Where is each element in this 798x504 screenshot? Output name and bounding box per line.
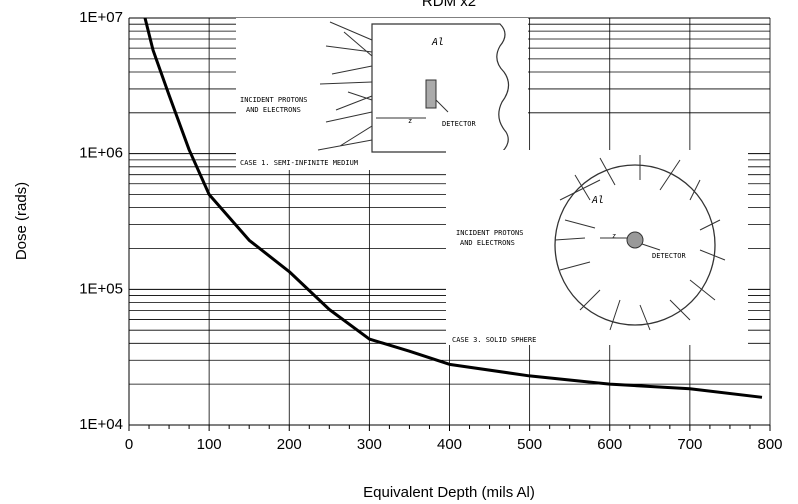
detector: [425, 79, 437, 109]
x-tick-label: 300: [357, 436, 382, 453]
y-tick-label: 1E+06: [79, 145, 123, 162]
x-tick-label: 800: [757, 436, 782, 453]
medium: [371, 23, 510, 153]
inset-text: CASE 3. SOLID SPHERE: [452, 336, 536, 344]
inset-text: AND ELECTRONS: [246, 106, 301, 114]
y-tick-label: 1E+07: [79, 9, 123, 26]
detector: [626, 231, 644, 249]
inset-text: z: [408, 117, 412, 125]
arrow: [376, 99, 449, 119]
inset-1: [236, 18, 528, 170]
inset-text: AND ELECTRONS: [460, 239, 515, 247]
x-tick-label: 600: [597, 436, 622, 453]
inset-text: Al: [591, 195, 604, 206]
x-tick-label: 200: [277, 436, 302, 453]
y-tick-label: 1E+05: [79, 280, 123, 297]
x-tick-label: 700: [677, 436, 702, 453]
arrow: [600, 237, 661, 251]
x-tick-label: 0: [125, 436, 133, 453]
inset-text: Al: [431, 37, 444, 48]
inset-text: DETECTOR: [442, 120, 477, 128]
top-layer: 1E+04 1E+05 1E+06 1E+07 0 100 200 300 400 500 600 7…: [79, 9, 782, 453]
x-tick-label: 100: [197, 436, 222, 453]
x-tick-label: 500: [517, 436, 542, 453]
x-tick-label: 400: [437, 436, 462, 453]
insets: [236, 18, 748, 345]
data-line: [143, 17, 763, 399]
inset-text: INCIDENT PROTONS: [240, 96, 307, 104]
inset-text: CASE 1. SEMI-INFINITE MEDIUM: [240, 159, 358, 167]
chart-title: RDM x2: [422, 0, 476, 10]
inset-text: INCIDENT PROTONS: [456, 229, 523, 237]
x-axis-label: Equivalent Depth (mils Al): [363, 484, 535, 501]
rays: [554, 155, 726, 331]
y-axis-label: Dose (rads): [13, 182, 30, 260]
y-tick-label: 1E+04: [79, 416, 123, 433]
rays: [317, 21, 373, 151]
inset-text: DETECTOR: [652, 252, 687, 260]
inset-text: z: [612, 232, 616, 240]
